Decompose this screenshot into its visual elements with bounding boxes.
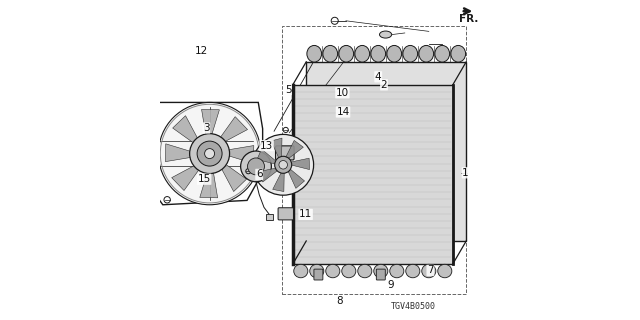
Ellipse shape [387, 45, 402, 62]
Ellipse shape [422, 264, 436, 278]
Text: 6: 6 [256, 169, 262, 180]
Ellipse shape [294, 264, 308, 278]
Polygon shape [257, 149, 277, 164]
Text: 11: 11 [299, 209, 312, 220]
Polygon shape [200, 166, 218, 198]
Text: 4: 4 [375, 72, 381, 82]
Text: 14: 14 [337, 107, 349, 117]
Polygon shape [222, 146, 254, 164]
Polygon shape [172, 162, 203, 190]
Polygon shape [271, 138, 282, 159]
Ellipse shape [323, 45, 338, 62]
Polygon shape [218, 160, 246, 192]
Polygon shape [285, 140, 303, 159]
Circle shape [275, 156, 292, 173]
Bar [307, 62, 466, 241]
Bar [282, 26, 466, 294]
Polygon shape [273, 171, 284, 192]
Ellipse shape [342, 264, 356, 278]
Polygon shape [165, 144, 197, 162]
Ellipse shape [438, 264, 452, 278]
Text: FR.: FR. [458, 14, 478, 24]
Ellipse shape [307, 45, 322, 62]
Circle shape [189, 134, 230, 173]
Text: 12: 12 [195, 46, 207, 56]
Polygon shape [257, 168, 278, 182]
FancyBboxPatch shape [278, 208, 293, 220]
Text: 1: 1 [462, 168, 469, 178]
Text: 13: 13 [260, 140, 273, 151]
Text: TGV4B0500: TGV4B0500 [390, 302, 435, 311]
Circle shape [279, 161, 287, 169]
Circle shape [241, 151, 271, 182]
FancyBboxPatch shape [275, 146, 294, 160]
Circle shape [159, 102, 260, 205]
Polygon shape [173, 116, 201, 147]
Ellipse shape [358, 264, 372, 278]
Ellipse shape [374, 264, 388, 278]
FancyBboxPatch shape [314, 269, 323, 280]
Ellipse shape [339, 45, 354, 62]
Ellipse shape [380, 31, 392, 38]
Polygon shape [287, 168, 305, 188]
Text: 5: 5 [285, 84, 291, 95]
Circle shape [197, 141, 222, 166]
Text: 7: 7 [427, 265, 434, 276]
Polygon shape [202, 109, 220, 141]
Circle shape [253, 134, 314, 195]
Polygon shape [289, 158, 310, 170]
Ellipse shape [310, 264, 324, 278]
Text: 15: 15 [198, 174, 211, 184]
Ellipse shape [406, 264, 420, 278]
Text: 3: 3 [203, 123, 210, 133]
Ellipse shape [371, 45, 385, 62]
Ellipse shape [390, 264, 404, 278]
Ellipse shape [451, 45, 466, 62]
Bar [292, 85, 453, 264]
Ellipse shape [326, 264, 340, 278]
Text: 9: 9 [387, 280, 394, 290]
Ellipse shape [419, 45, 434, 62]
Text: 2: 2 [381, 80, 387, 90]
Polygon shape [216, 117, 248, 145]
Ellipse shape [355, 45, 370, 62]
FancyBboxPatch shape [376, 269, 385, 280]
Ellipse shape [403, 45, 418, 62]
Circle shape [248, 158, 264, 175]
Ellipse shape [435, 45, 450, 62]
Circle shape [205, 148, 214, 159]
Bar [266, 214, 273, 220]
Text: 8: 8 [336, 296, 342, 306]
Text: 10: 10 [336, 88, 349, 98]
